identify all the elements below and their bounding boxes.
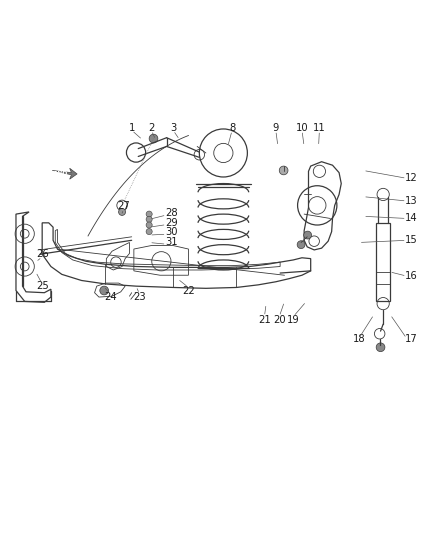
Text: 28: 28 [166,208,178,218]
Circle shape [376,343,385,352]
Text: 20: 20 [273,315,286,325]
Circle shape [304,231,311,239]
Polygon shape [52,168,77,179]
Text: 29: 29 [166,218,178,228]
Text: 18: 18 [353,334,365,344]
Circle shape [297,241,305,248]
Bar [376,223,390,302]
Circle shape [100,286,109,295]
Circle shape [146,222,152,228]
Text: 17: 17 [405,334,417,344]
Circle shape [119,208,126,215]
Text: 14: 14 [405,214,417,223]
Text: 24: 24 [104,292,117,302]
Text: 25: 25 [36,281,49,291]
Text: 30: 30 [166,228,178,237]
Circle shape [146,216,152,222]
Circle shape [149,134,158,143]
Text: 8: 8 [229,123,235,133]
Text: 11: 11 [313,123,326,133]
Text: 26: 26 [36,249,49,259]
Text: 22: 22 [182,286,195,295]
Text: 1: 1 [128,123,135,133]
Text: 3: 3 [170,123,176,133]
Text: 10: 10 [296,123,308,133]
Text: 21: 21 [258,315,271,325]
Text: 19: 19 [287,315,300,325]
Circle shape [146,229,152,235]
Text: 27: 27 [117,201,130,211]
Circle shape [146,211,152,217]
Text: 9: 9 [272,123,279,133]
Text: 15: 15 [405,235,417,245]
Text: 13: 13 [405,196,417,206]
Text: 16: 16 [405,271,417,281]
Circle shape [279,166,288,175]
Text: 2: 2 [148,123,155,133]
Text: FWD: FWD [51,172,68,176]
Text: 12: 12 [405,173,417,183]
Text: 23: 23 [133,292,146,302]
Text: 31: 31 [166,238,178,247]
